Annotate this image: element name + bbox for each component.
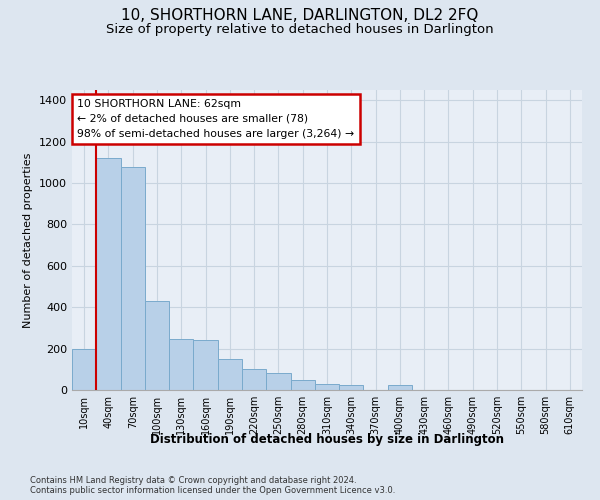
Text: Size of property relative to detached houses in Darlington: Size of property relative to detached ho… — [106, 22, 494, 36]
Text: Distribution of detached houses by size in Darlington: Distribution of detached houses by size … — [150, 432, 504, 446]
Bar — [193, 340, 218, 390]
Y-axis label: Number of detached properties: Number of detached properties — [23, 152, 34, 328]
Text: 10, SHORTHORN LANE, DARLINGTON, DL2 2FQ: 10, SHORTHORN LANE, DARLINGTON, DL2 2FQ — [121, 8, 479, 22]
Bar — [339, 385, 364, 390]
Bar — [266, 374, 290, 390]
Bar — [72, 348, 96, 390]
Bar — [96, 158, 121, 390]
Bar — [169, 340, 193, 390]
Text: Contains HM Land Registry data © Crown copyright and database right 2024.
Contai: Contains HM Land Registry data © Crown c… — [30, 476, 395, 495]
Bar — [290, 380, 315, 390]
Text: 10 SHORTHORN LANE: 62sqm
← 2% of detached houses are smaller (78)
98% of semi-de: 10 SHORTHORN LANE: 62sqm ← 2% of detache… — [77, 99, 354, 138]
Bar — [121, 166, 145, 390]
Bar — [315, 384, 339, 390]
Bar — [388, 385, 412, 390]
Bar — [218, 359, 242, 390]
Bar — [145, 301, 169, 390]
Bar — [242, 370, 266, 390]
